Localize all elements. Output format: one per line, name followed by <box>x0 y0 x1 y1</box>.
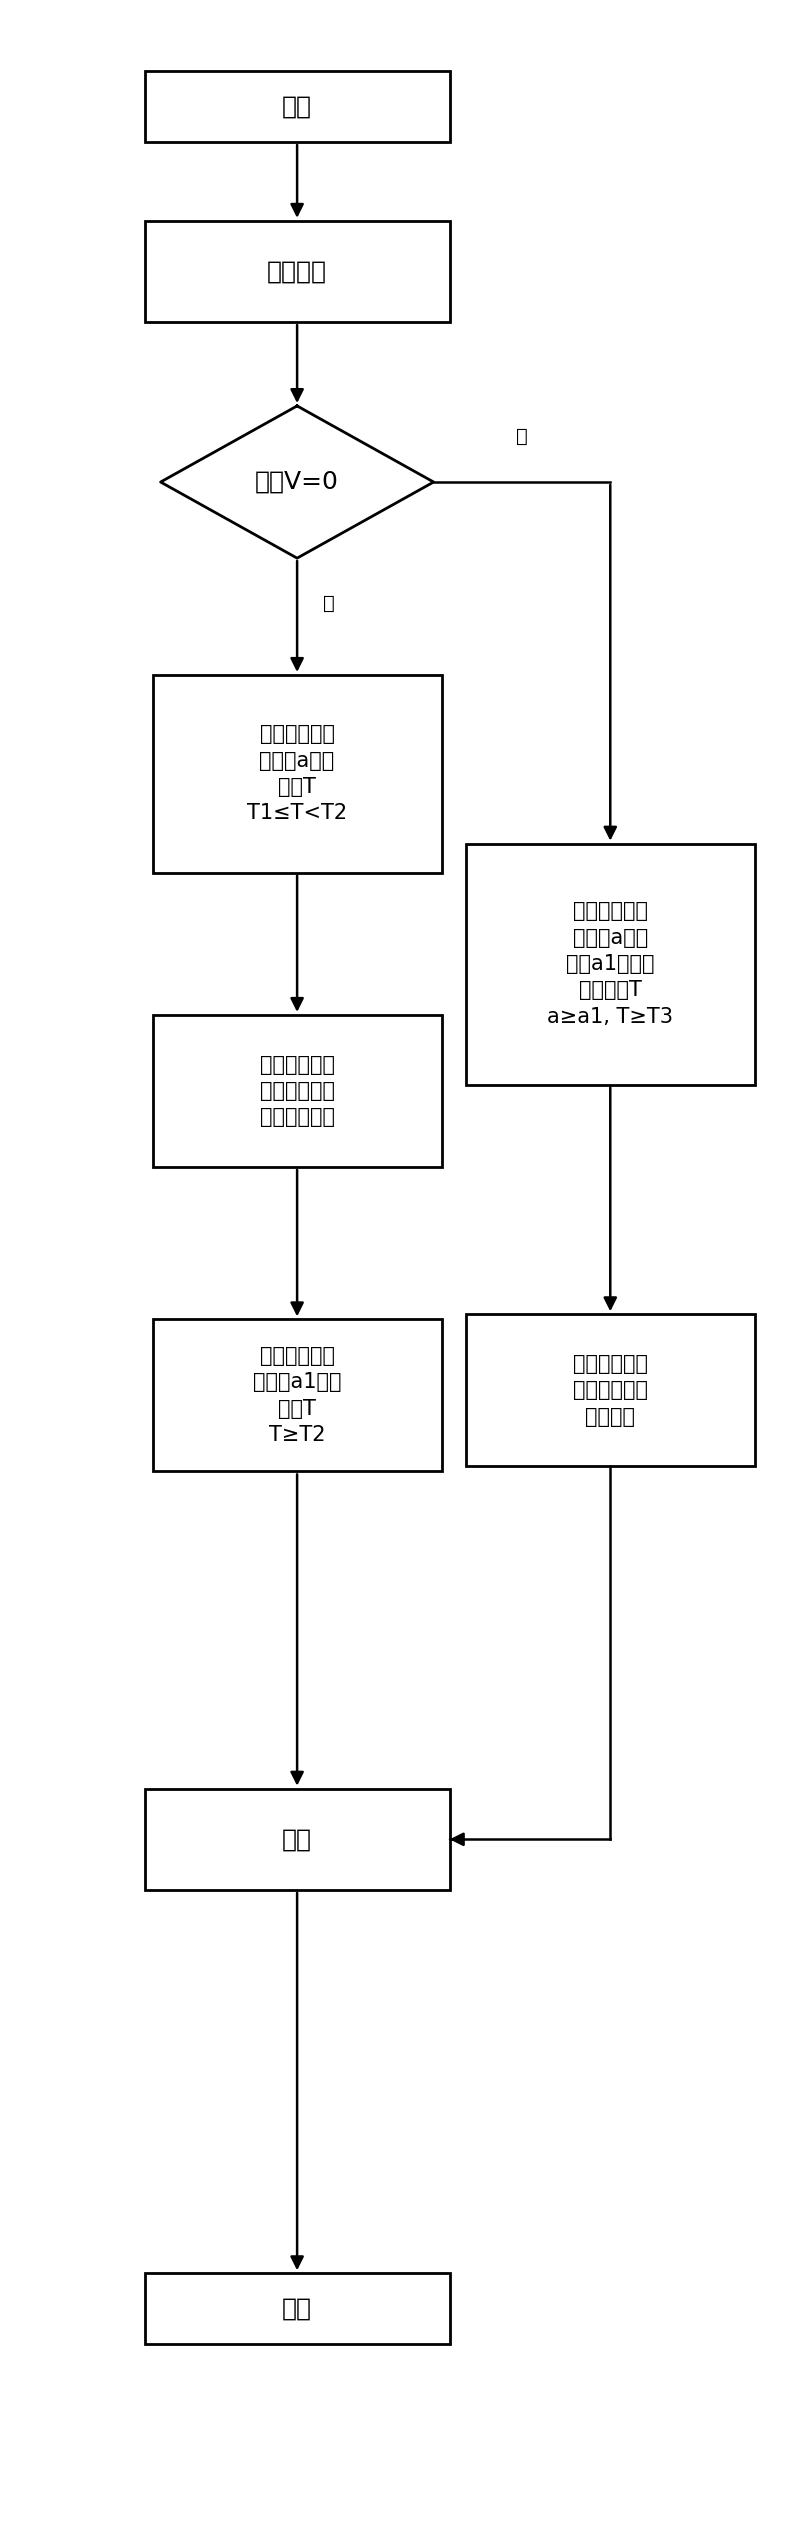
Bar <box>465 842 754 1086</box>
Text: 悬浮控制器输
出电流a1持续
时间T
T≥T2: 悬浮控制器输 出电流a1持续 时间T T≥T2 <box>253 1345 341 1446</box>
Text: 结束: 结束 <box>282 2296 312 2321</box>
Text: 悬浮控制器输
出电流a持续
时间T
T1≤T<T2: 悬浮控制器输 出电流a持续 时间T T1≤T<T2 <box>247 723 346 825</box>
Bar <box>144 1789 449 1890</box>
Text: 是: 是 <box>323 594 334 614</box>
Polygon shape <box>160 406 433 558</box>
Text: 悬浮控制器输
出电流a超出
限制a1，且持
续时间为T
a≥a1, T≥T3: 悬浮控制器输 出电流a超出 限制a1，且持 续时间为T a≥a1, T≥T3 <box>547 901 672 1027</box>
Bar <box>152 1015 441 1167</box>
Text: 否: 否 <box>516 426 527 447</box>
Text: 悬浮控制器发
出悬浮电磁铁
电流预警信号: 悬浮控制器发 出悬浮电磁铁 电流预警信号 <box>259 1055 334 1126</box>
Text: 悬浮控制器切
除对悬浮电磁
铁的输出: 悬浮控制器切 除对悬浮电磁 铁的输出 <box>572 1355 647 1426</box>
Text: 车辆起浮: 车辆起浮 <box>267 259 326 284</box>
Bar <box>144 221 449 322</box>
Text: 车速V=0: 车速V=0 <box>255 469 338 495</box>
Bar <box>465 1314 754 1466</box>
Bar <box>152 1319 441 1471</box>
Bar <box>152 675 441 873</box>
Bar <box>144 71 449 142</box>
Text: 开始: 开始 <box>282 94 312 119</box>
Bar <box>144 2273 449 2344</box>
Text: 落车: 落车 <box>282 1827 312 1852</box>
